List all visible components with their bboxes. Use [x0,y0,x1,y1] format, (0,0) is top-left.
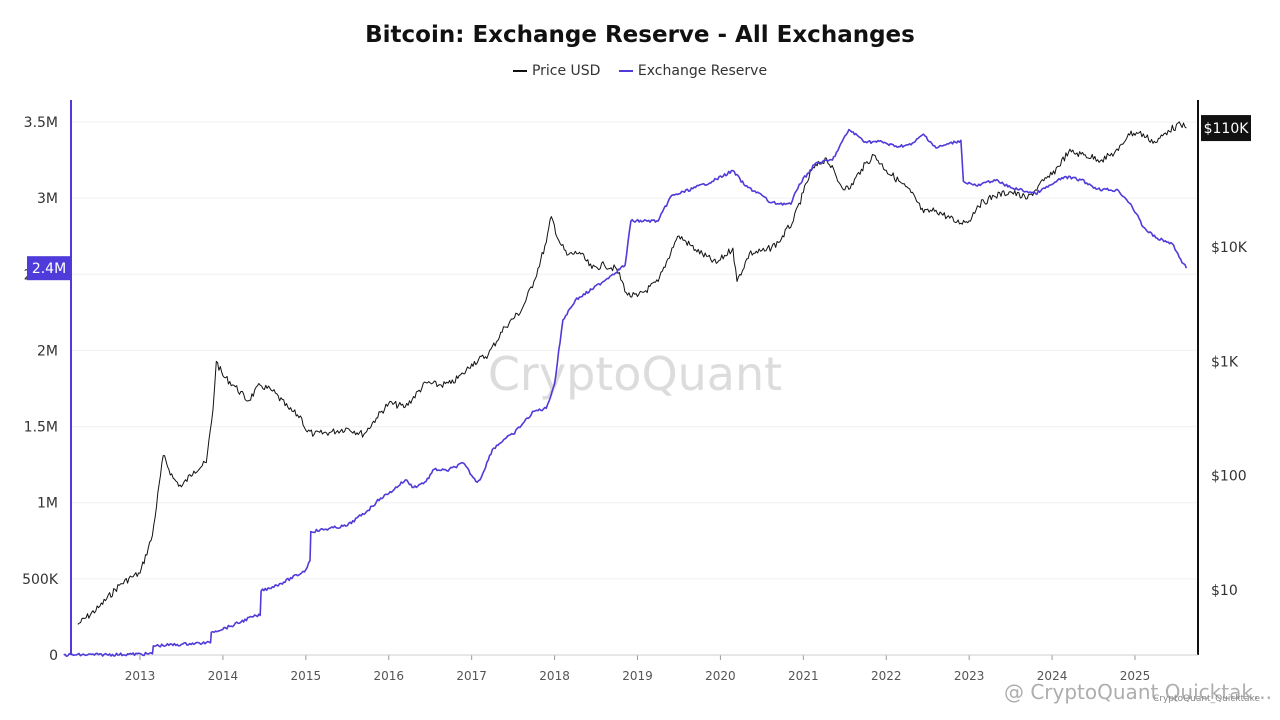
grid-layer [71,121,1198,656]
series-layer [63,121,1188,658]
bottom-right-watermark-sub: CryptoQuant_Quicktake [1152,694,1260,704]
legend-label-reserve: Exchange Reserve [637,63,768,79]
left-tick-label: 1M [37,496,58,512]
left-tick-label: 0 [49,648,58,664]
x-tick-label: 2023 [954,669,985,683]
axis-layer: 3.5M3M2.5M2M1.5M1M500K0$10K$1K$100$10201… [22,100,1248,683]
left-tick-label: 3.5M [24,115,58,131]
left-tick-label: 500K [22,572,59,588]
x-tick-label: 2025 [1120,669,1151,683]
label-layer: 2.4M $110K [27,115,1251,281]
left-tick-label: 3M [37,191,58,207]
x-tick-label: 2018 [539,669,570,683]
legend-swatch-reserve [618,70,633,72]
left-tick-label: 2M [37,343,58,359]
x-tick-label: 2022 [871,669,902,683]
exchange-reserve-line [63,128,1188,658]
legend-item-reserve[interactable]: Exchange Reserve [618,63,768,79]
bottom-right-watermark: @ CryptoQuant Quicktak... [1003,680,1272,704]
left-tick-label: 1.5M [24,420,58,436]
x-tick-label: 2021 [788,669,819,683]
x-tick-label: 2024 [1037,669,1068,683]
reserve-value-tag [27,256,71,281]
right-tick-label: $10 [1211,583,1238,599]
x-tick-label: 2015 [291,669,322,683]
watermark-text: CryptoQuant [488,347,782,401]
chart-title: Bitcoin: Exchange Reserve - All Exchange… [365,22,915,48]
x-tick-label: 2014 [208,669,239,683]
x-tick-label: 2016 [373,669,404,683]
price-usd-line [77,121,1187,625]
x-tick-label: 2017 [456,669,487,683]
right-tick-label: $10K [1211,240,1248,256]
price-value-tag [1201,115,1251,142]
x-tick-label: 2020 [705,669,736,683]
legend-item-price[interactable]: Price USD [512,63,601,79]
reserve-value-label: 2.4M [32,261,66,277]
x-tick-label: 2019 [622,669,653,683]
legend: Price USD Exchange Reserve [0,63,1280,79]
x-tick-label: 2013 [125,669,156,683]
legend-label-price: Price USD [531,63,601,79]
price-value-label: $110K [1204,121,1250,137]
right-tick-label: $100 [1211,469,1247,485]
legend-swatch-price [512,70,527,72]
right-tick-label: $1K [1211,354,1239,370]
